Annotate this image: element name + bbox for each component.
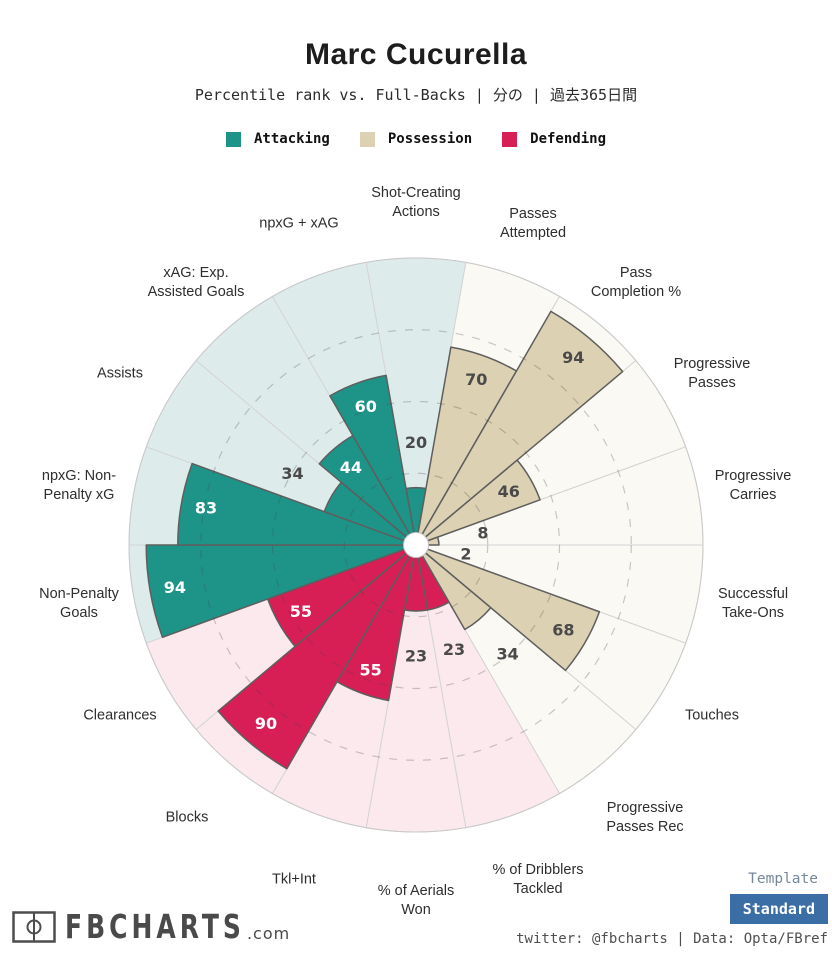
legend-label: Defending [530, 131, 606, 147]
chart-header: Marc Cucurella Percentile rank vs. Full-… [0, 0, 832, 147]
gridline-circle [271, 400, 561, 690]
value-label: 34 [281, 464, 303, 483]
legend-swatch-possession [359, 131, 375, 147]
param-label: Touches [684, 707, 739, 724]
outer-circle [128, 257, 704, 833]
value-label: 2 [460, 544, 471, 563]
legend-swatch-attacking [225, 131, 241, 147]
template-standard-button[interactable]: Standard [729, 894, 828, 924]
template-label: Template [748, 871, 818, 887]
param-label: npxG + xAG [259, 215, 339, 232]
credit-line: twitter: @fbcharts | Data: Opta/FBref [516, 931, 828, 947]
param-label: % of Aerials Won [377, 882, 455, 918]
param-label: Assists [97, 365, 143, 382]
legend-label: Attacking [253, 131, 330, 147]
value-label: 68 [552, 621, 574, 640]
fbcharts-logo: FBCHARTS .com [12, 911, 290, 943]
value-label: 55 [359, 660, 381, 679]
slice-value [415, 544, 601, 672]
param-label: Successful Take-Ons [717, 585, 789, 621]
player-name-title: Marc Cucurella [304, 38, 528, 71]
gridline-circle [343, 472, 489, 618]
param-label: Progressive Carries [714, 467, 792, 503]
slice-value [329, 374, 417, 546]
legend-label: Possession [387, 131, 473, 147]
param-label: Tkl+Int [272, 871, 316, 888]
param-label: Progressive Passes [673, 355, 751, 391]
value-label: 23 [405, 647, 427, 666]
param-label: Blocks [165, 809, 209, 826]
value-label: 60 [355, 397, 377, 416]
slice-value [415, 459, 541, 546]
value-label: 20 [405, 433, 427, 452]
value-label: 55 [290, 602, 312, 621]
brand-domain-suffix: .com [246, 924, 291, 943]
param-label: Non-Penalty Goals [39, 585, 119, 621]
param-label: Progressive Passes Rec [606, 799, 684, 835]
param-label: % of Dribblers Tackled [492, 861, 584, 897]
center-hub [403, 532, 429, 558]
legend-swatch-defending [502, 131, 518, 147]
value-label: 8 [477, 524, 488, 543]
param-label: Clearances [83, 707, 157, 724]
legend-item-attacking: Attacking [225, 131, 330, 147]
football-pitch-icon [12, 911, 56, 943]
slice-value [145, 544, 417, 639]
value-label: 70 [465, 370, 487, 389]
param-label: Shot-Creating Actions [371, 184, 461, 220]
value-label: 34 [496, 645, 518, 664]
legend-item-possession: Possession [359, 131, 473, 147]
slice-value [415, 310, 624, 546]
value-label: 83 [195, 499, 217, 518]
value-label: 23 [443, 640, 465, 659]
gridline-circle [200, 329, 632, 761]
param-label: Pass Completion % [590, 264, 682, 300]
param-label: Passes Attempted [499, 205, 567, 241]
param-label: npxG: Non- Penalty xG [41, 467, 117, 503]
chart-legend: Attacking Possession Defending [0, 131, 832, 147]
slice-value [217, 544, 417, 770]
slice-value [177, 462, 417, 546]
slice-value [415, 544, 492, 631]
value-label: 44 [340, 458, 362, 477]
value-label: 94 [562, 348, 584, 367]
param-label: xAG: Exp. Assisted Goals [147, 264, 245, 300]
value-label: 94 [164, 578, 186, 597]
legend-item-defending: Defending [502, 131, 606, 147]
value-label: 46 [498, 482, 520, 501]
footer-right: Template Standard twitter: @fbcharts | D… [516, 871, 828, 947]
value-label: 90 [255, 714, 277, 733]
brand-name: FBCHARTS [65, 907, 245, 946]
chart-subtitle: Percentile rank vs. Full-Backs | 分の | 過去… [194, 86, 638, 104]
